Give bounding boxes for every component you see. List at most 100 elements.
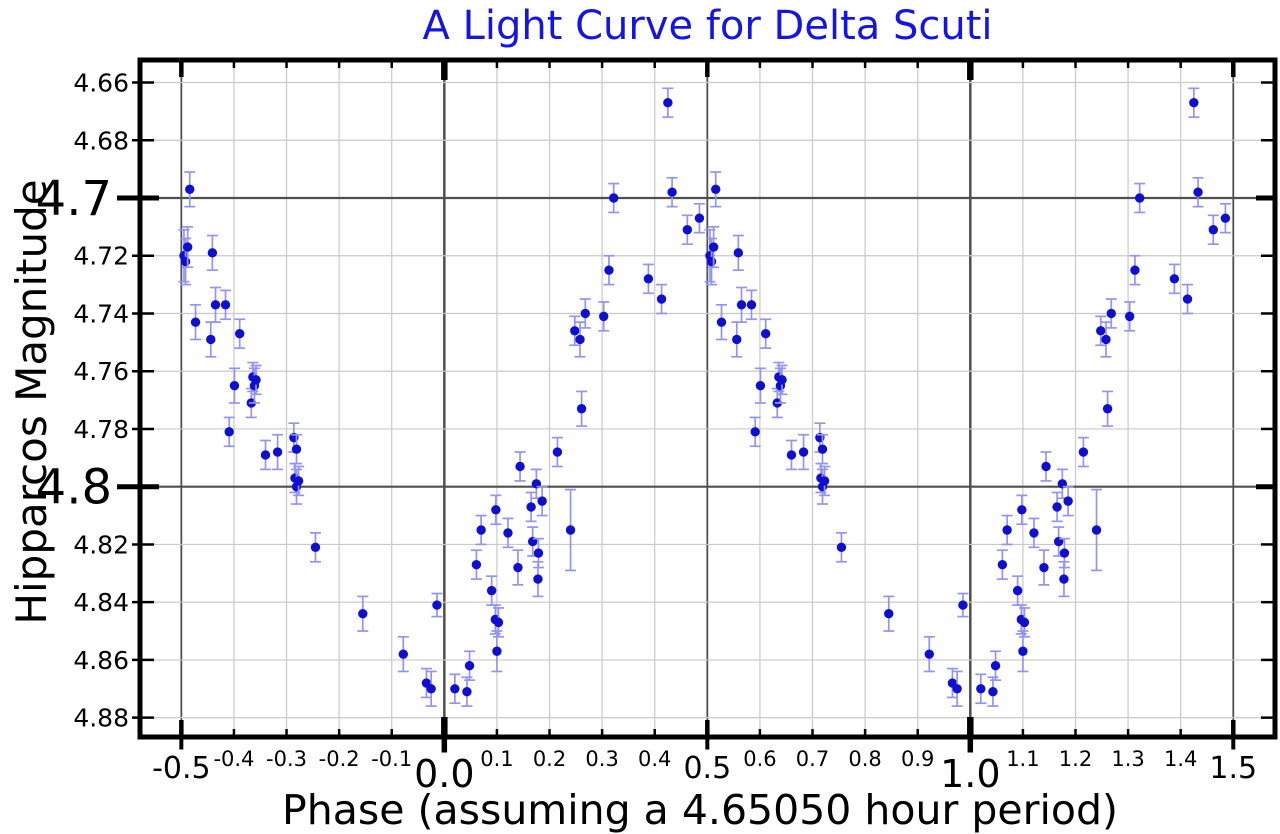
- data-point: [565, 525, 576, 535]
- data-point: [1101, 334, 1111, 345]
- data-point: [708, 242, 719, 252]
- x-tick-label: 0.0: [414, 752, 474, 796]
- data-point: [1029, 528, 1039, 538]
- data-point: [1012, 585, 1023, 596]
- data-point: [210, 300, 221, 310]
- data-point: [716, 317, 727, 327]
- data-point: [997, 559, 1008, 570]
- data-point: [464, 660, 475, 671]
- data-point: [190, 317, 201, 327]
- data-point: [260, 450, 271, 460]
- data-point: [552, 447, 563, 457]
- data-point: [819, 476, 830, 486]
- data-point: [476, 525, 486, 535]
- data-point: [570, 326, 580, 336]
- data-point: [471, 559, 482, 570]
- data-point: [1059, 574, 1069, 584]
- data-point: [576, 404, 587, 414]
- data-point: [598, 311, 609, 322]
- data-point: [229, 380, 240, 391]
- x-tick-label: 0.3: [585, 747, 618, 771]
- data-point: [492, 646, 502, 656]
- data-point: [1189, 98, 1199, 108]
- data-point: [694, 213, 705, 223]
- y-tick-label: 4.86: [73, 646, 129, 675]
- y-tick-label: 4.78: [73, 415, 129, 444]
- x-tick-label: 1.5: [1209, 751, 1257, 786]
- data-point: [798, 447, 809, 457]
- data-point: [580, 308, 590, 319]
- data-point: [1039, 562, 1049, 573]
- data-point: [1102, 404, 1113, 414]
- data-point: [491, 505, 501, 515]
- data-point: [760, 328, 771, 339]
- x-tick-label: 1.0: [940, 752, 1000, 796]
- data-point: [1018, 646, 1028, 656]
- y-tick-label: 4.76: [73, 357, 129, 386]
- data-point: [990, 660, 1001, 671]
- data-point: [1091, 525, 1102, 535]
- data-point: [272, 447, 283, 457]
- data-point: [1041, 461, 1051, 472]
- data-point: [1059, 548, 1070, 558]
- data-point: [220, 300, 231, 310]
- data-point: [207, 248, 218, 258]
- data-point: [1130, 265, 1140, 275]
- x-tick-label: 0.7: [796, 747, 829, 771]
- x-tick-label: 1.1: [1006, 747, 1039, 771]
- x-tick-label: 0.1: [480, 747, 513, 771]
- data-point: [750, 427, 760, 437]
- data-point: [732, 334, 742, 345]
- x-axis-label: Phase (assuming a 4.65050 hour period): [282, 786, 1118, 834]
- data-point: [575, 334, 585, 345]
- data-point: [1182, 294, 1193, 304]
- data-point: [224, 427, 234, 437]
- data-point: [513, 562, 523, 573]
- x-tick-label: -0.5: [152, 751, 211, 786]
- data-point: [235, 328, 245, 339]
- x-tick-label: -0.3: [266, 747, 307, 771]
- data-point: [711, 184, 721, 195]
- data-point: [817, 444, 828, 454]
- x-tick-label: 0.4: [638, 747, 671, 771]
- data-point: [1019, 617, 1030, 628]
- data-point: [777, 375, 787, 385]
- data-point: [958, 600, 968, 610]
- data-point: [503, 528, 513, 538]
- data-point: [1124, 311, 1135, 322]
- y-tick-label: 4.74: [73, 299, 129, 328]
- data-point: [432, 600, 442, 610]
- data-point: [1002, 525, 1012, 535]
- data-point: [358, 609, 368, 619]
- y-tick-label: 4.84: [73, 588, 129, 617]
- chart-title: A Light Curve for Delta Scuti: [422, 3, 993, 49]
- data-point: [736, 300, 747, 310]
- data-point: [493, 617, 504, 628]
- data-point: [746, 300, 757, 310]
- data-point: [398, 649, 409, 659]
- x-tick-label: 0.6: [743, 747, 776, 771]
- x-tick-label: 0.5: [683, 751, 731, 786]
- data-point: [656, 294, 667, 304]
- data-point: [450, 684, 460, 694]
- x-tick-label: -0.2: [319, 747, 360, 771]
- data-point: [1106, 308, 1116, 319]
- x-tick-label: 0.9: [901, 747, 934, 771]
- y-tick-label: 4.66: [73, 69, 129, 98]
- data-point: [1052, 502, 1062, 512]
- x-tick-label: 1.4: [1164, 747, 1197, 771]
- data-point: [706, 256, 717, 267]
- y-tick-label: 4.82: [73, 530, 129, 559]
- data-point: [1169, 274, 1180, 284]
- data-point: [293, 476, 304, 486]
- data-point: [733, 248, 744, 258]
- data-point: [1134, 193, 1145, 203]
- data-point: [988, 686, 998, 697]
- data-point: [663, 98, 673, 108]
- data-point: [786, 450, 797, 460]
- x-tick-label: 1.3: [1111, 747, 1144, 771]
- x-tick-label: -0.4: [213, 747, 254, 771]
- data-point: [537, 496, 547, 506]
